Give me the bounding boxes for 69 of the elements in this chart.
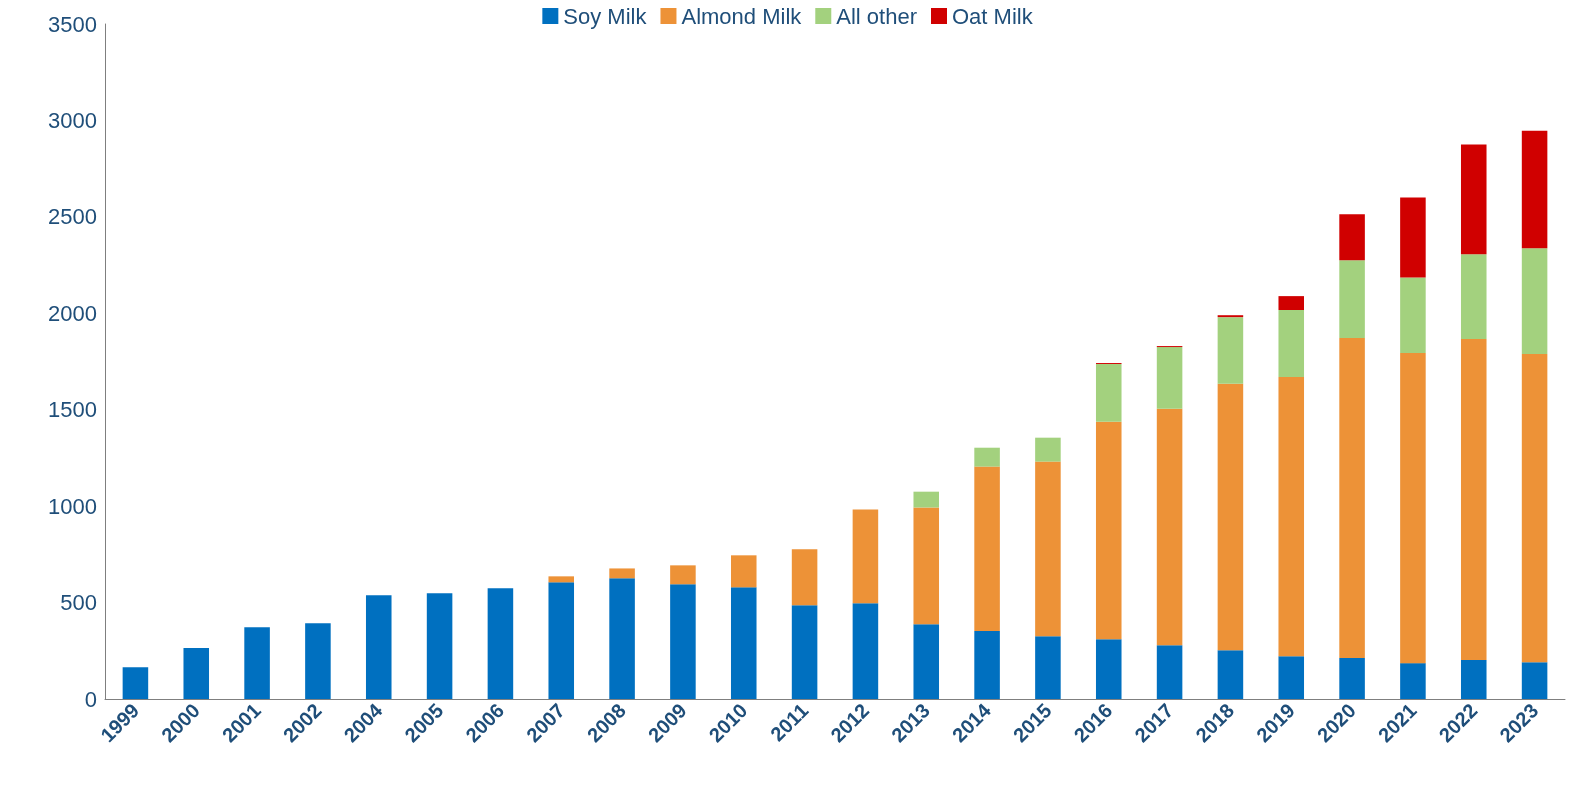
bar <box>1339 214 1365 261</box>
bar <box>487 588 514 699</box>
bar <box>1217 317 1244 384</box>
bar <box>1278 296 1305 311</box>
bar <box>1035 437 1061 462</box>
bar <box>1521 248 1548 354</box>
y-tick-label: 500 <box>60 590 97 616</box>
bar <box>1156 408 1183 646</box>
bar <box>1156 645 1183 699</box>
bar <box>1217 383 1244 651</box>
legend-label: Soy Milk <box>563 3 648 29</box>
bar <box>183 648 210 699</box>
legend-label: Almond Milk <box>681 3 803 29</box>
y-tick-label: 3500 <box>48 11 97 37</box>
bar <box>1460 254 1487 339</box>
bar <box>1278 310 1305 377</box>
bar <box>1035 636 1061 699</box>
bar <box>1095 364 1122 422</box>
bar <box>1095 639 1122 699</box>
bar <box>730 555 757 588</box>
bar <box>730 587 757 699</box>
bar <box>1460 144 1487 255</box>
bar <box>1400 277 1426 354</box>
bar <box>670 565 696 585</box>
bar <box>244 627 270 699</box>
bar <box>365 595 392 699</box>
bar <box>1278 376 1305 657</box>
bar <box>974 631 1000 699</box>
bar <box>1156 347 1183 409</box>
bar <box>1278 656 1305 699</box>
bar <box>1339 260 1365 338</box>
bar <box>913 491 940 508</box>
bar <box>1460 660 1487 699</box>
y-tick-label: 1500 <box>48 397 97 423</box>
bar <box>122 667 149 699</box>
bar <box>305 623 331 699</box>
bar <box>1400 663 1426 699</box>
bar <box>426 593 453 699</box>
bar <box>852 509 879 604</box>
bar <box>1400 197 1426 278</box>
legend-label: Oat Milk <box>951 3 1034 29</box>
bar <box>1400 353 1426 664</box>
bar <box>1339 658 1365 699</box>
bar <box>548 576 575 583</box>
bar <box>791 549 818 606</box>
bar <box>1095 421 1122 640</box>
y-tick-label: 1000 <box>48 493 97 519</box>
bar <box>1521 353 1548 663</box>
bar <box>974 466 1000 632</box>
bar <box>1035 461 1061 637</box>
bar <box>1339 337 1365 659</box>
bar <box>670 584 696 699</box>
bar <box>1521 662 1548 699</box>
legend-label: All other <box>836 3 917 29</box>
y-tick-label: 3000 <box>48 107 97 133</box>
y-tick-label: 0 <box>84 686 97 712</box>
bar <box>1217 650 1244 699</box>
bar <box>913 624 940 699</box>
bar <box>1521 130 1548 249</box>
bar <box>1460 338 1487 661</box>
bar <box>609 578 635 699</box>
y-tick-label: 2500 <box>48 204 97 230</box>
bar <box>852 603 879 699</box>
y-tick-label: 2000 <box>48 300 97 326</box>
bar <box>791 605 818 699</box>
bar <box>913 507 940 625</box>
bar <box>609 568 635 579</box>
bar <box>974 447 1000 467</box>
bar <box>548 582 575 699</box>
